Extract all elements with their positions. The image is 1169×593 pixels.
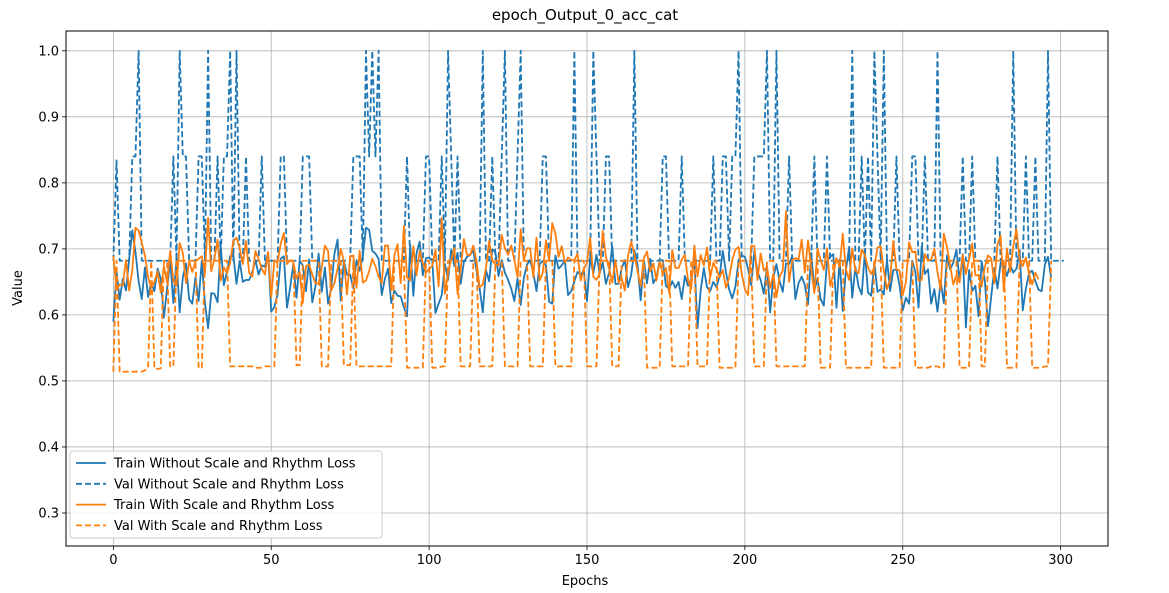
x-axis-label: Epochs xyxy=(562,574,609,589)
y-tick-label: 0.5 xyxy=(38,374,59,389)
x-tick-label: 200 xyxy=(732,553,757,568)
y-axis-label: Value xyxy=(11,270,26,306)
x-axis-ticks: 0 50 100 150 200 250 300 xyxy=(109,546,1073,568)
legend: Train Without Scale and Rhythm Loss Val W… xyxy=(69,450,383,539)
x-tick-label: 50 xyxy=(263,553,280,568)
y-tick-label: 0.3 xyxy=(38,506,59,521)
y-tick-label: 0.8 xyxy=(38,176,59,191)
y-tick-label: 1.0 xyxy=(38,44,59,59)
legend-entry-label: Val With Scale and Rhythm Loss xyxy=(114,519,323,534)
x-tick-label: 300 xyxy=(1048,553,1073,568)
chart-title: epoch_Output_0_acc_cat xyxy=(492,6,678,25)
legend-box xyxy=(69,450,383,539)
legend-entry-label: Val Without Scale and Rhythm Loss xyxy=(114,477,344,492)
y-tick-label: 0.6 xyxy=(38,308,59,323)
series-line-train-with-scale-and-rhythm-loss xyxy=(112,210,1040,304)
y-tick-label: 0.7 xyxy=(38,242,59,257)
legend-entry-label: Train With Scale and Rhythm Loss xyxy=(113,498,335,513)
x-tick-label: 250 xyxy=(890,553,915,568)
y-tick-label: 0.4 xyxy=(38,440,59,455)
series-layer xyxy=(112,49,1064,373)
x-tick-label: 100 xyxy=(417,553,442,568)
series-line-val-with-scale-and-rhythm-loss xyxy=(112,259,1053,373)
y-axis-ticks: 0.3 0.4 0.5 0.6 0.7 0.8 0.9 1.0 xyxy=(38,44,66,521)
y-tick-label: 0.9 xyxy=(38,110,59,125)
x-tick-label: 0 xyxy=(109,553,117,568)
legend-entry-label: Train Without Scale and Rhythm Loss xyxy=(113,457,356,472)
x-tick-label: 150 xyxy=(575,553,600,568)
